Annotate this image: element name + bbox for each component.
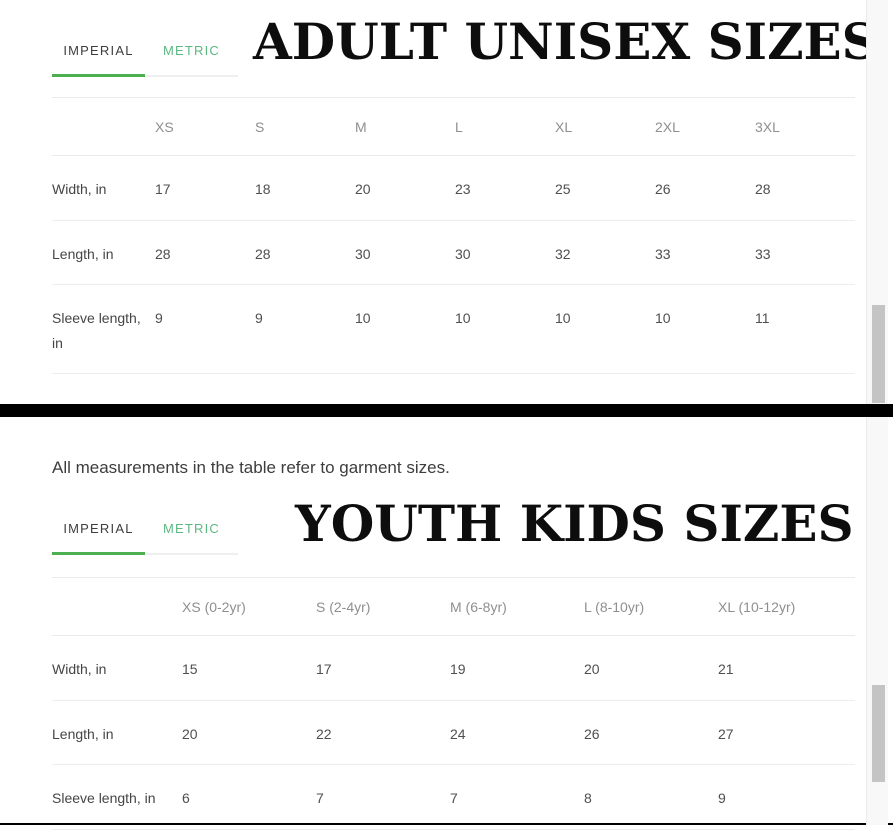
size-value: 17 xyxy=(155,155,255,221)
column-header: XS xyxy=(155,97,255,156)
scrollbar-thumb-youth[interactable] xyxy=(872,685,885,782)
size-value: 10 xyxy=(355,284,455,374)
table-row-length: Length, in 28 28 30 30 32 33 33 xyxy=(52,220,855,285)
size-value: 28 xyxy=(255,220,355,285)
size-value: 20 xyxy=(182,700,316,765)
youth-header-row: XS (0-2yr) S (2-4yr) M (6-8yr) L (8-10yr… xyxy=(52,577,855,636)
column-header: L xyxy=(455,97,555,156)
column-header: L (8-10yr) xyxy=(584,577,718,636)
size-value: 7 xyxy=(450,764,584,830)
size-value: 6 xyxy=(182,764,316,830)
column-header: XS (0-2yr) xyxy=(182,577,316,636)
size-value: 28 xyxy=(155,220,255,285)
column-header: S (2-4yr) xyxy=(316,577,450,636)
table-row-sleeve: Sleeve length, in 9 9 10 10 10 10 11 xyxy=(52,284,855,374)
corner-cell xyxy=(52,97,155,156)
adult-size-table: XS S M L XL 2XL 3XL Width, in 17 18 20 2… xyxy=(52,97,855,374)
row-label: Sleeve length, in xyxy=(52,764,182,830)
size-value: 24 xyxy=(450,700,584,765)
corner-cell xyxy=(52,577,182,636)
size-value: 27 xyxy=(718,700,855,765)
size-value: 19 xyxy=(450,635,584,701)
size-value: 9 xyxy=(155,284,255,374)
tab-metric[interactable]: METRIC xyxy=(162,521,221,536)
scrollbar-track-adult[interactable] xyxy=(866,0,888,404)
size-value: 33 xyxy=(755,220,855,285)
size-value: 18 xyxy=(255,155,355,221)
row-label: Length, in xyxy=(52,700,182,765)
column-header: M (6-8yr) xyxy=(450,577,584,636)
column-header: 3XL xyxy=(755,97,855,156)
size-value: 15 xyxy=(182,635,316,701)
row-label: Length, in xyxy=(52,220,155,285)
row-label: Sleeve length, in xyxy=(52,284,155,374)
measurements-note: All measurements in the table refer to g… xyxy=(52,458,450,477)
section-divider-bar xyxy=(0,404,893,417)
size-value: 10 xyxy=(455,284,555,374)
size-value: 8 xyxy=(584,764,718,830)
adult-sizes-title: ADULT UNISEX SIZES xyxy=(253,12,878,71)
row-label: Width, in xyxy=(52,155,155,221)
size-value: 22 xyxy=(316,700,450,765)
row-label: Width, in xyxy=(52,635,182,701)
adult-header-row: XS S M L XL 2XL 3XL xyxy=(52,97,855,156)
table-row-sleeve: Sleeve length, in 6 7 7 8 9 xyxy=(52,764,855,830)
size-value: 7 xyxy=(316,764,450,830)
adult-unit-tabs: IMPERIAL METRIC xyxy=(52,36,238,77)
size-value: 20 xyxy=(584,635,718,701)
column-header: S xyxy=(255,97,355,156)
table-row-length: Length, in 20 22 24 26 27 xyxy=(52,700,855,765)
size-value: 20 xyxy=(355,155,455,221)
size-value: 26 xyxy=(584,700,718,765)
size-value: 10 xyxy=(655,284,755,374)
tab-metric[interactable]: METRIC xyxy=(162,43,221,58)
column-header: 2XL xyxy=(655,97,755,156)
size-value: 9 xyxy=(255,284,355,374)
scrollbar-thumb-adult[interactable] xyxy=(872,305,885,403)
size-value: 28 xyxy=(755,155,855,221)
size-value: 23 xyxy=(455,155,555,221)
size-value: 32 xyxy=(555,220,655,285)
tab-imperial[interactable]: IMPERIAL xyxy=(52,514,145,555)
size-value: 10 xyxy=(555,284,655,374)
column-header: XL xyxy=(555,97,655,156)
table-row-width: Width, in 15 17 19 20 21 xyxy=(52,635,855,701)
size-value: 30 xyxy=(455,220,555,285)
size-value: 9 xyxy=(718,764,855,830)
size-value: 25 xyxy=(555,155,655,221)
column-header: XL (10-12yr) xyxy=(718,577,855,636)
table-row-width: Width, in 17 18 20 23 25 26 28 xyxy=(52,155,855,221)
tab-imperial[interactable]: IMPERIAL xyxy=(52,36,145,77)
size-value: 11 xyxy=(755,284,855,374)
youth-size-table: XS (0-2yr) S (2-4yr) M (6-8yr) L (8-10yr… xyxy=(52,577,855,830)
size-value: 30 xyxy=(355,220,455,285)
column-header: M xyxy=(355,97,455,156)
youth-unit-tabs: IMPERIAL METRIC xyxy=(52,514,238,555)
size-value: 33 xyxy=(655,220,755,285)
size-value: 26 xyxy=(655,155,755,221)
size-value: 17 xyxy=(316,635,450,701)
size-value: 21 xyxy=(718,635,855,701)
youth-sizes-title: YOUTH KIDS SIZES xyxy=(295,494,854,553)
bottom-divider-bar xyxy=(0,823,893,825)
